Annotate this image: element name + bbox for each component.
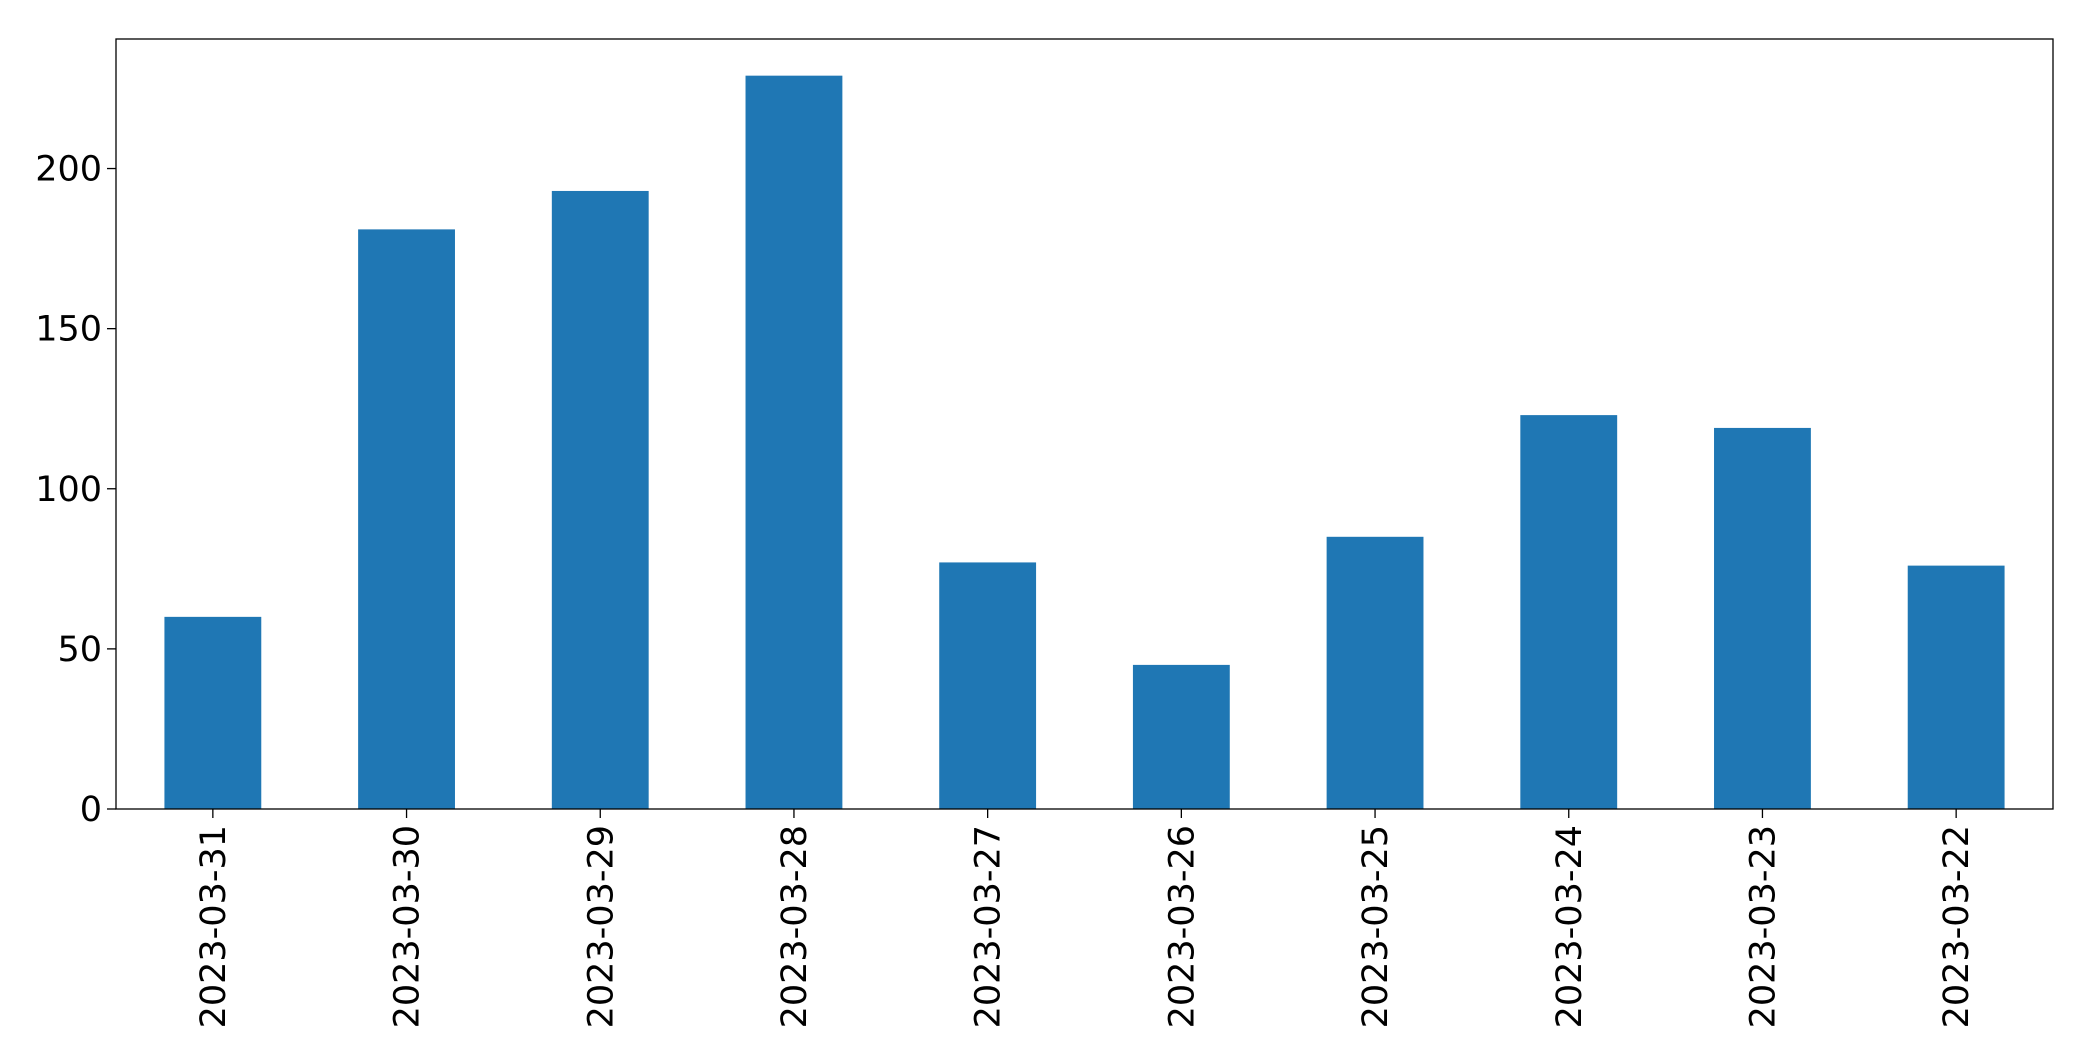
plot-frame xyxy=(115,38,2054,810)
y-tick-label: 50 xyxy=(57,630,102,670)
bar xyxy=(1907,565,2005,809)
bar xyxy=(164,616,262,809)
x-tick-label: 2023-03-28 xyxy=(775,825,815,1028)
x-tick-label: 2023-03-27 xyxy=(969,825,1009,1028)
y-tick-label: 150 xyxy=(35,310,102,350)
y-tick-label: 200 xyxy=(35,150,102,190)
bar xyxy=(1132,664,1230,809)
bar xyxy=(358,229,455,809)
x-tick-label: 2023-03-23 xyxy=(1743,825,1783,1028)
x-tick-label: 2023-03-25 xyxy=(1356,825,1396,1028)
bar xyxy=(745,75,843,809)
bar xyxy=(1326,536,1424,809)
x-tick-label: 2023-03-29 xyxy=(581,825,621,1028)
x-tick-label: 2023-03-31 xyxy=(194,825,234,1028)
x-tick-label: 2023-03-24 xyxy=(1550,825,1590,1028)
bar xyxy=(551,190,649,810)
x-tick-label: 2023-03-26 xyxy=(1162,825,1202,1028)
bar xyxy=(939,562,1037,809)
y-tick-label: 100 xyxy=(35,470,102,510)
y-tick-label: 0 xyxy=(80,790,102,830)
bar xyxy=(1714,427,1811,809)
bar xyxy=(1520,415,1618,809)
x-tick-label: 2023-03-22 xyxy=(1937,825,1977,1028)
x-tick-label: 2023-03-30 xyxy=(388,825,428,1028)
